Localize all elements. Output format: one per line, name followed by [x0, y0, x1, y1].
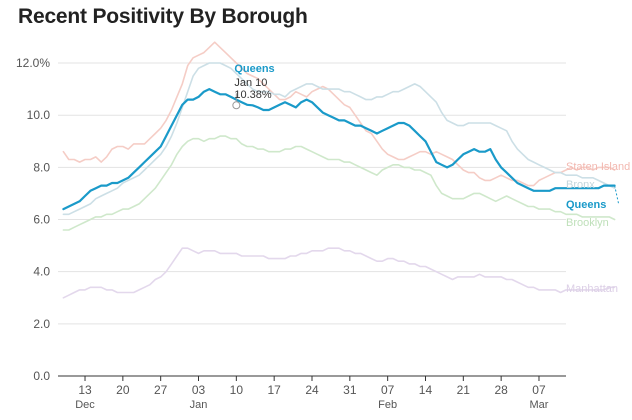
y-tick-label: 6.0	[33, 213, 50, 227]
x-tick-label: 21	[457, 383, 471, 397]
x-month-label: Mar	[530, 399, 549, 411]
annotation-value: 10.38%	[234, 89, 272, 101]
chart-title: Recent Positivity By Borough	[18, 5, 308, 28]
x-tick-label: 28	[494, 383, 508, 397]
x-tick-label: 03	[192, 383, 206, 397]
y-tick-label: 0.0	[33, 369, 50, 383]
series-line-queens	[62, 88, 616, 211]
y-tick-label: 4.0	[33, 265, 50, 279]
x-tick-label: 27	[154, 383, 168, 397]
series-label-queens: Queens	[566, 199, 606, 211]
x-tick-label: 07	[532, 383, 546, 397]
series-label-brooklyn: Brooklyn	[566, 217, 609, 229]
series-line-manhattan	[62, 247, 616, 299]
x-tick-label: 31	[343, 383, 357, 397]
y-tick-label: 10.0	[27, 108, 51, 122]
x-tick-label: 14	[419, 383, 433, 397]
series-label-connector	[614, 185, 620, 205]
y-tick-label: 2.0	[33, 317, 50, 331]
x-tick-label: 07	[381, 383, 395, 397]
series-line-staten-island	[62, 41, 616, 187]
x-tick-label: 13	[78, 383, 92, 397]
annotation-date: Jan 10	[234, 77, 267, 89]
annotation-marker	[232, 101, 241, 110]
x-month-label: Dec	[75, 399, 95, 411]
series-label-manhattan: Manhattan	[566, 283, 618, 295]
x-tick-label: 20	[116, 383, 130, 397]
series-label-staten-island: Staten Island	[566, 161, 630, 173]
x-month-label: Jan	[190, 399, 208, 411]
x-month-label: Feb	[378, 399, 397, 411]
series-line-brooklyn	[62, 135, 616, 231]
series-line-bronx	[62, 62, 616, 216]
x-tick-label: 24	[305, 383, 319, 397]
x-tick-label: 10	[230, 383, 244, 397]
series-label-bronx: Bronx	[566, 179, 595, 191]
y-tick-label: 12.0%	[16, 56, 50, 70]
annotation-series-name: Queens	[234, 63, 274, 75]
x-tick-label: 17	[267, 383, 281, 397]
y-tick-label: 8.0	[33, 160, 50, 174]
